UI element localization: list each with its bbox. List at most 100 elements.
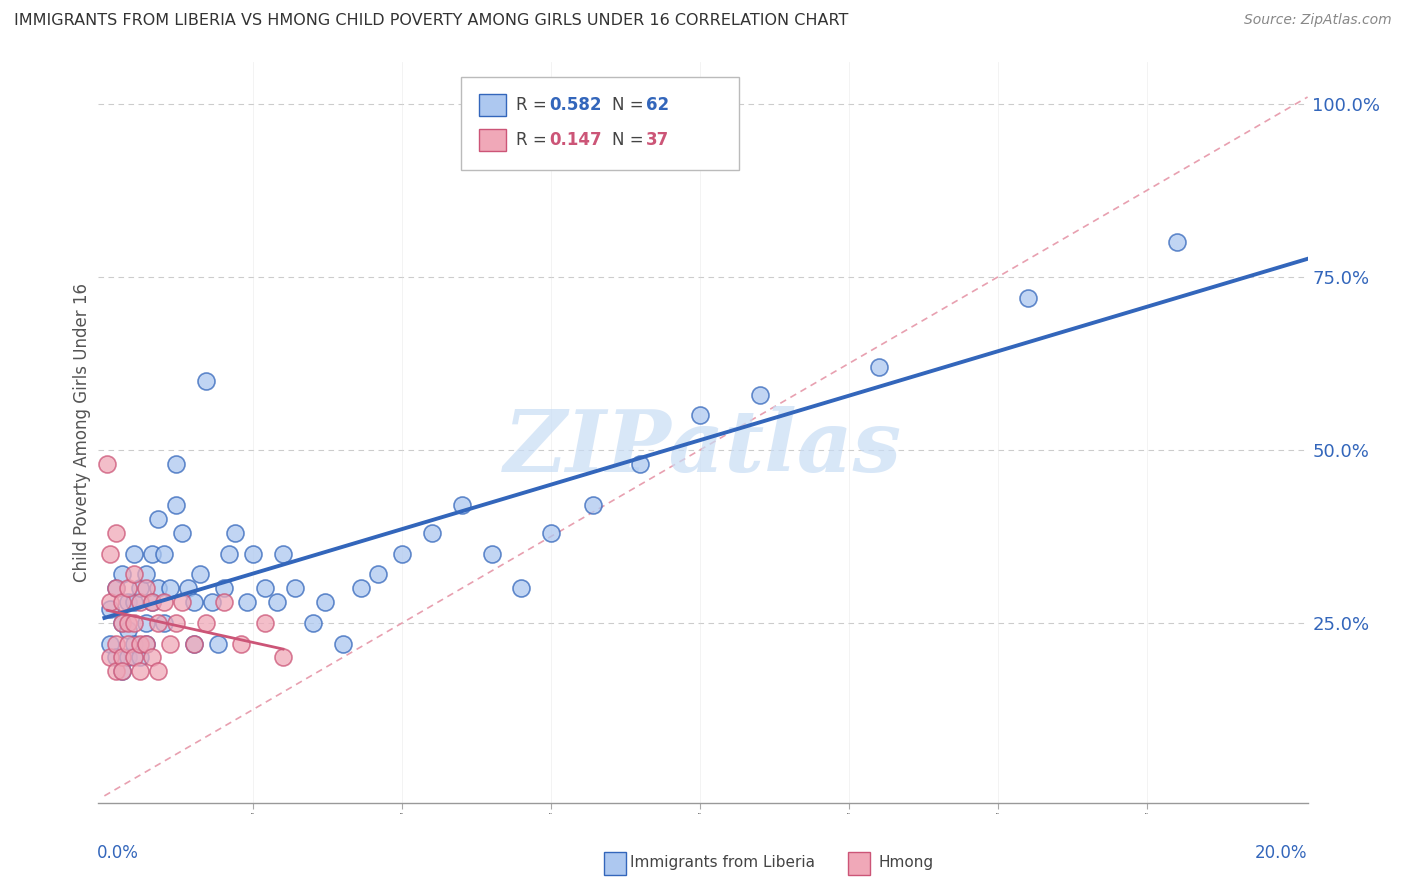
Point xyxy=(510,582,533,596)
Point xyxy=(141,650,163,665)
Point xyxy=(165,498,187,512)
Text: 0.582: 0.582 xyxy=(550,96,602,114)
Point xyxy=(420,525,443,540)
Point xyxy=(122,615,145,630)
Text: IMMIGRANTS FROM LIBERIA VS HMONG CHILD POVERTY AMONG GIRLS UNDER 16 CORRELATION : IMMIGRANTS FROM LIBERIA VS HMONG CHILD P… xyxy=(14,13,848,29)
Text: Source: ZipAtlas.com: Source: ZipAtlas.com xyxy=(1244,13,1392,28)
Point xyxy=(122,637,145,651)
Point xyxy=(111,615,134,630)
Point xyxy=(117,595,139,609)
Bar xyxy=(479,129,506,152)
Point xyxy=(207,637,229,651)
Point xyxy=(630,457,652,471)
Point xyxy=(254,582,277,596)
Point xyxy=(302,615,325,630)
Point xyxy=(153,547,176,561)
Bar xyxy=(603,853,626,875)
Text: 0.147: 0.147 xyxy=(550,131,602,149)
Point xyxy=(122,650,145,665)
Point xyxy=(224,525,246,540)
Point xyxy=(122,595,145,609)
Point xyxy=(314,595,336,609)
Point xyxy=(135,582,157,596)
Point xyxy=(212,582,235,596)
Point xyxy=(391,547,413,561)
Point xyxy=(129,650,152,665)
Point xyxy=(332,637,354,651)
Point xyxy=(159,582,181,596)
Text: 62: 62 xyxy=(647,96,669,114)
Point xyxy=(111,615,134,630)
Point xyxy=(212,595,235,609)
Point xyxy=(111,650,134,665)
Point xyxy=(153,615,176,630)
Point xyxy=(271,650,294,665)
Text: N =: N = xyxy=(613,131,650,149)
Text: ZIPatlas: ZIPatlas xyxy=(503,406,903,489)
Point xyxy=(188,567,211,582)
Point xyxy=(146,665,169,679)
Point xyxy=(231,637,253,651)
Point xyxy=(129,637,152,651)
Text: Immigrants from Liberia: Immigrants from Liberia xyxy=(630,855,815,871)
Point xyxy=(105,665,128,679)
Text: Hmong: Hmong xyxy=(879,855,934,871)
Point xyxy=(141,595,163,609)
Text: N =: N = xyxy=(613,96,650,114)
Point xyxy=(129,595,152,609)
Point xyxy=(1017,291,1039,305)
Point xyxy=(183,595,205,609)
Point xyxy=(868,359,890,374)
Point xyxy=(481,547,503,561)
Bar xyxy=(848,853,870,875)
Point xyxy=(242,547,264,561)
Point xyxy=(170,595,193,609)
Point xyxy=(117,637,139,651)
Text: 20.0%: 20.0% xyxy=(1256,844,1308,862)
Text: R =: R = xyxy=(516,96,551,114)
Point xyxy=(111,665,134,679)
Point xyxy=(177,582,200,596)
Point xyxy=(117,650,139,665)
Point xyxy=(146,615,169,630)
Point xyxy=(111,665,134,679)
Point xyxy=(141,547,163,561)
Point xyxy=(111,567,134,582)
Point xyxy=(236,595,259,609)
Point xyxy=(96,457,118,471)
Point xyxy=(117,615,139,630)
Point xyxy=(105,650,128,665)
Point xyxy=(183,637,205,651)
Text: R =: R = xyxy=(516,131,551,149)
Point xyxy=(194,615,217,630)
Point xyxy=(582,498,605,512)
Point xyxy=(540,525,562,540)
Point xyxy=(367,567,389,582)
Point xyxy=(129,582,152,596)
Bar xyxy=(479,95,506,117)
FancyBboxPatch shape xyxy=(461,78,740,169)
Point xyxy=(105,582,128,596)
Point xyxy=(271,547,294,561)
Point xyxy=(170,525,193,540)
Point xyxy=(141,595,163,609)
Point xyxy=(146,512,169,526)
Point xyxy=(165,457,187,471)
Text: 37: 37 xyxy=(647,131,669,149)
Point xyxy=(111,595,134,609)
Point xyxy=(284,582,307,596)
Point xyxy=(183,637,205,651)
Point xyxy=(135,567,157,582)
Point xyxy=(349,582,371,596)
Point xyxy=(105,637,128,651)
Y-axis label: Child Poverty Among Girls Under 16: Child Poverty Among Girls Under 16 xyxy=(73,283,91,582)
Point xyxy=(98,637,121,651)
Point xyxy=(105,525,128,540)
Point xyxy=(254,615,277,630)
Point xyxy=(165,615,187,630)
Point xyxy=(748,387,770,401)
Point xyxy=(266,595,288,609)
Point xyxy=(200,595,222,609)
Point xyxy=(135,637,157,651)
Point xyxy=(218,547,240,561)
